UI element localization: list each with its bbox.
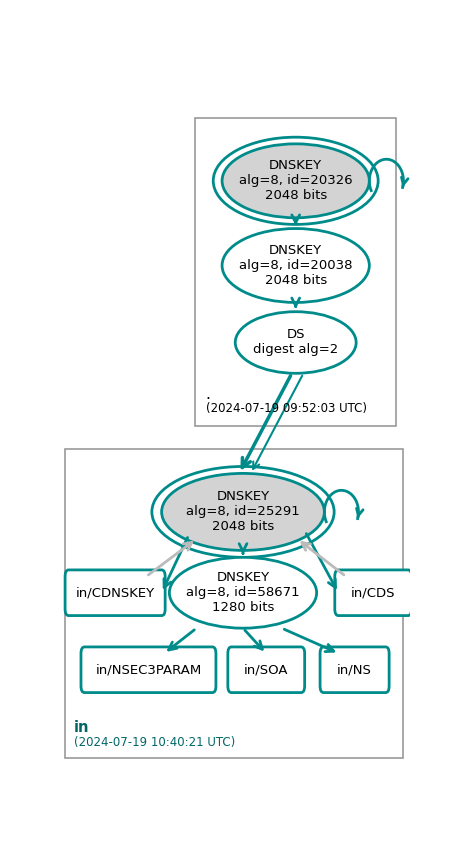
Text: in/NS: in/NS — [336, 663, 371, 676]
FancyBboxPatch shape — [195, 118, 395, 426]
Text: in/CDNSKEY: in/CDNSKEY — [76, 586, 154, 599]
FancyBboxPatch shape — [334, 570, 411, 616]
Text: DS
digest alg=2: DS digest alg=2 — [253, 329, 338, 356]
FancyBboxPatch shape — [81, 647, 216, 693]
Ellipse shape — [161, 473, 324, 550]
Text: in/NSEC3PARAM: in/NSEC3PARAM — [95, 663, 201, 676]
Ellipse shape — [169, 557, 316, 628]
Ellipse shape — [222, 144, 369, 218]
Text: (2024-07-19 10:40:21 UTC): (2024-07-19 10:40:21 UTC) — [74, 736, 235, 749]
Text: in/CDS: in/CDS — [350, 586, 394, 599]
Text: DNSKEY
alg=8, id=25291
2048 bits: DNSKEY alg=8, id=25291 2048 bits — [186, 490, 299, 534]
Text: DNSKEY
alg=8, id=20038
2048 bits: DNSKEY alg=8, id=20038 2048 bits — [238, 244, 352, 287]
Text: DNSKEY
alg=8, id=58671
1280 bits: DNSKEY alg=8, id=58671 1280 bits — [186, 571, 299, 614]
Text: in: in — [74, 720, 89, 735]
Text: DNSKEY
alg=8, id=20326
2048 bits: DNSKEY alg=8, id=20326 2048 bits — [238, 159, 352, 202]
FancyBboxPatch shape — [319, 647, 388, 693]
Text: in/SOA: in/SOA — [243, 663, 288, 676]
FancyBboxPatch shape — [65, 570, 165, 616]
FancyBboxPatch shape — [228, 647, 304, 693]
FancyBboxPatch shape — [65, 449, 402, 759]
Text: .: . — [205, 388, 210, 402]
Ellipse shape — [235, 311, 355, 374]
Ellipse shape — [222, 228, 369, 303]
Text: (2024-07-19 09:52:03 UTC): (2024-07-19 09:52:03 UTC) — [205, 402, 366, 415]
